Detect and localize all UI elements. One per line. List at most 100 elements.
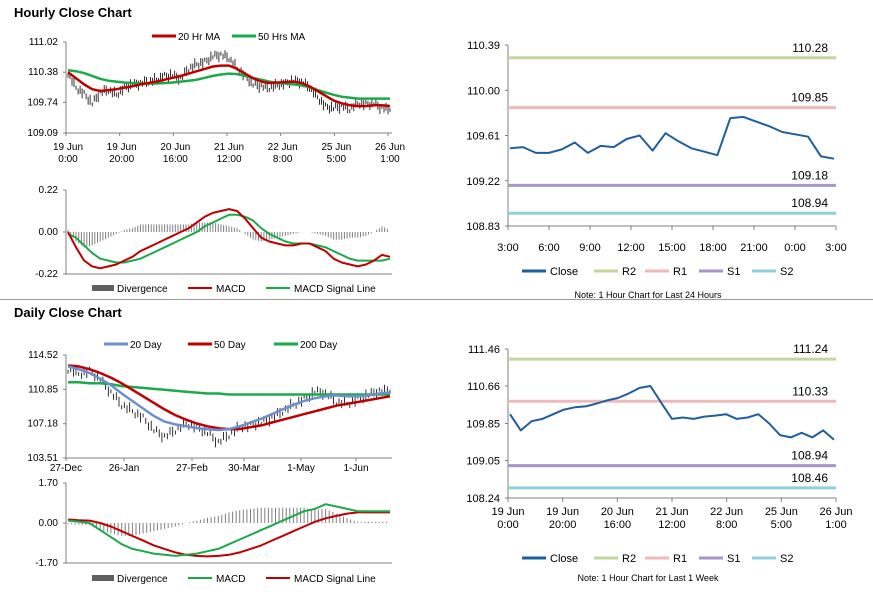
hourly-pivot-xtick-label: 21:00: [740, 242, 768, 254]
hourly-price-xtick-label: 20:00: [109, 154, 134, 165]
daily-pivot-legend-r2-label: R2: [622, 553, 636, 565]
hourly-price-xtick-label: 16:00: [163, 154, 188, 165]
daily-pivot-xtick-label: 20 Jun: [601, 506, 634, 518]
daily-macd-ytick-label: 0.00: [39, 518, 59, 529]
daily-price-xtick-label: 1-May: [287, 463, 315, 474]
hourly-pivot-xtick-label: 6:00: [538, 242, 559, 254]
legend-200day-label: 200 Day: [300, 340, 337, 351]
hourly-pivot-xtick-label: 12:00: [617, 242, 645, 254]
daily-pivot-xtick-label: 21 Jun: [655, 506, 688, 518]
daily-pivot-ytick-label: 110.66: [467, 381, 500, 393]
daily-pivot-ytick-label: 109.05: [466, 456, 500, 468]
hourly-price-ytick-label: 109.09: [27, 128, 58, 139]
daily-pivot-xtick-label: 0:00: [497, 519, 518, 531]
hourly-macd-legend-divergence-swatch: [92, 285, 114, 291]
daily-macd-macd-line: [67, 503, 390, 557]
hourly-pivot-xtick-label: 3:00: [825, 242, 846, 254]
hourly-section-title: Hourly Close Chart: [14, 5, 132, 20]
daily-pivot-ytick-label: 111.46: [468, 344, 500, 356]
hourly-pivot-xtick-label: 15:00: [658, 242, 686, 254]
daily-pivot-legend-close-label: Close: [550, 553, 578, 565]
hourly-price-xtick-label: 12:00: [216, 154, 241, 165]
daily-price-xtick-label: 30-Mar: [228, 463, 260, 474]
daily-macd-ytick-label: 1.70: [39, 478, 59, 489]
daily-pivot-xtick-label: 26 Jun: [819, 506, 852, 518]
daily-pivot-ytick-label: 109.85: [466, 419, 500, 431]
hourly-price-ytick-label: 111.02: [29, 37, 59, 48]
daily-macd-ytick-label: -1.70: [35, 558, 58, 569]
daily-price-ytick-label: 103.51: [27, 453, 58, 464]
daily-pivot-xtick-label: 22 Jun: [710, 506, 743, 518]
daily-pivot-xtick-label: 19 Jun: [546, 506, 579, 518]
hourly-pivot-level-r1-label: 109.85: [791, 91, 828, 105]
daily-price-close-group: [67, 365, 391, 448]
hourly-pivot-xtick-label: 0:00: [784, 242, 805, 254]
hourly-pivot-level-s2-label: 108.94: [791, 196, 828, 210]
daily-pivot-note: Note: 1 Hour Chart for Last 1 Week: [578, 573, 719, 583]
daily-pivot-xtick-label: 20:00: [549, 519, 577, 531]
hourly-price-ytick-label: 110.38: [28, 67, 58, 78]
daily-pivot-xtick-label: 1:00: [825, 519, 846, 531]
daily-pivot-level-s1-label: 108.94: [791, 449, 828, 463]
hourly-price-xtick-label: 5:00: [327, 154, 347, 165]
hourly-price-xtick-label: 0:00: [58, 154, 78, 165]
daily-price-xtick-label: 1-Jun: [343, 463, 368, 474]
legend-50day-label: 50 Day: [214, 340, 246, 351]
hourly-pivot-close-line: [509, 115, 835, 160]
daily-macd-legend-divergence-label: Divergence: [117, 574, 168, 585]
hourly-pivot-legend-s1-label: S1: [727, 266, 740, 278]
hourly-pivot-level-s1-label: 109.18: [791, 168, 828, 182]
daily-macd-legend-signal-label: MACD Signal Line: [294, 574, 376, 585]
hourly-price-xtick-label: 1:00: [380, 154, 400, 165]
hourly-20hr-ma-line: [67, 64, 391, 108]
daily-price-xtick-label: 27-Feb: [176, 463, 208, 474]
daily-macd-signal-line: [67, 511, 390, 558]
hourly-price-xtick-label: 8:00: [273, 154, 293, 165]
hourly-pivot-ytick-label: 110.39: [467, 40, 500, 52]
daily-20day-ma-line: [67, 365, 391, 432]
daily-pivot-xtick-label: 5:00: [771, 519, 792, 531]
legend-20hr-ma-label: 20 Hr MA: [178, 32, 221, 43]
daily-price-ytick-label: 114.52: [28, 350, 58, 361]
daily-pivot-legend-r1-label: R1: [673, 553, 687, 565]
daily-price-ytick-label: 110.85: [28, 384, 58, 395]
hourly-price-xtick-label: 20 Jun: [160, 142, 190, 153]
legend-50hr-ma-label: 50 Hrs MA: [258, 32, 306, 43]
hourly-pivot-xtick-label: 18:00: [699, 242, 727, 254]
daily-pivot-xtick-label: 16:00: [604, 519, 632, 531]
daily-pivot-xtick-label: 12:00: [658, 519, 686, 531]
hourly-pivot-note: Note: 1 Hour Chart for Last 24 Hours: [574, 290, 722, 300]
hourly-price-ytick-label: 109.74: [27, 97, 58, 108]
hourly-macd-macd-line: [67, 208, 391, 270]
hourly-macd-legend-signal-label: MACD Signal Line: [294, 284, 376, 295]
hourly-pivot-ytick-label: 109.61: [466, 131, 500, 143]
hourly-price-xtick-label: 25 Jun: [321, 142, 351, 153]
daily-macd-legend-macd-label: MACD: [216, 574, 245, 585]
daily-price-xtick-label: 27-Dec: [50, 463, 82, 474]
hourly-macd-divergence-bars: [67, 222, 388, 248]
daily-macd-divergence-bars: [67, 507, 387, 536]
daily-price-ytick-label: 107.18: [27, 419, 58, 430]
hourly-price-xtick-label: 26 Jun: [375, 142, 405, 153]
daily-pivot-xtick-label: 8:00: [716, 519, 737, 531]
hourly-macd-ytick-label: 0.22: [39, 185, 59, 196]
daily-pivot-close-line: [509, 385, 835, 441]
hourly-macd-ytick-label: -0.22: [35, 269, 58, 280]
hourly-pivot-legend-r2-label: R2: [622, 266, 636, 278]
hourly-50hr-ma-line: [67, 69, 390, 100]
daily-pivot-level-r2-label: 111.24: [793, 342, 828, 356]
hourly-pivot-legend-close-label: Close: [550, 266, 578, 278]
legend-20day-label: 20 Day: [130, 340, 162, 351]
hourly-macd-legend-macd-label: MACD: [216, 284, 245, 295]
daily-pivot-level-r1-label: 110.33: [792, 384, 828, 398]
section-divider: [0, 299, 873, 300]
hourly-pivot-ytick-label: 109.22: [466, 176, 500, 188]
hourly-price-xtick-label: 19 Jun: [107, 142, 137, 153]
daily-pivot-legend-s2-label: S2: [780, 553, 793, 565]
hourly-pivot-xtick-label: 9:00: [579, 242, 600, 254]
daily-price-xtick-label: 26-Jan: [109, 463, 140, 474]
hourly-pivot-level-r2-label: 110.28: [792, 41, 828, 55]
hourly-macd-legend-divergence-label: Divergence: [117, 284, 168, 295]
hourly-pivot-ytick-label: 110.00: [467, 85, 500, 97]
